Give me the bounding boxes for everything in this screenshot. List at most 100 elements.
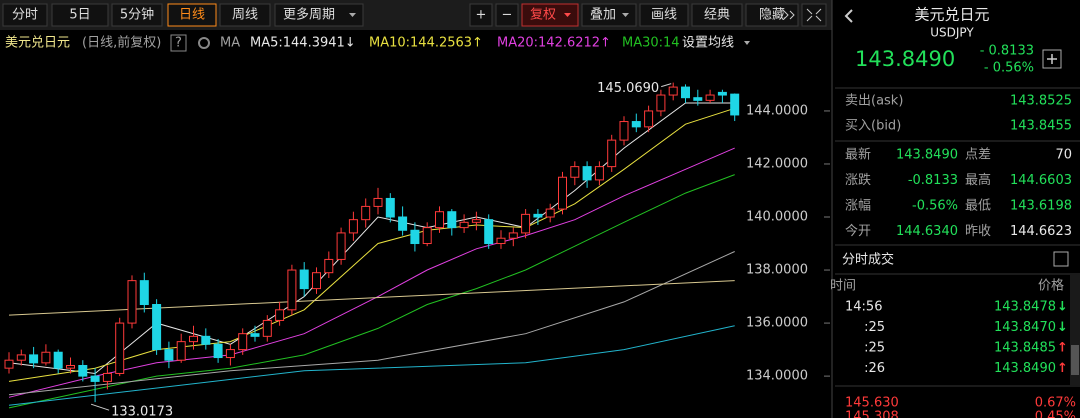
candle-body [619, 121, 629, 141]
toolbar-button[interactable] [581, 3, 637, 27]
toolbar-label[interactable]: 分时 [12, 8, 38, 23]
y-tick-label: 136.0000 [746, 316, 808, 331]
ma-line [8, 325, 735, 406]
toolbar-label[interactable]: 5分钟 [120, 7, 154, 23]
candle-body [717, 91, 727, 96]
toolbar-label[interactable]: 叠加 [590, 8, 616, 23]
trade-time: :25 [864, 320, 885, 335]
toolbar-label[interactable]: 隐藏 [759, 8, 785, 23]
trade-price: 143.8478 [994, 300, 1056, 315]
candle-body [299, 269, 309, 290]
toolbar-label[interactable]: 5日 [69, 8, 90, 23]
candle-body [373, 197, 383, 207]
toolbar-label[interactable]: − [502, 8, 513, 23]
toolbar-label[interactable]: 画线 [651, 8, 677, 23]
row-value: -0.56% [912, 199, 958, 214]
toolbar-button[interactable] [2, 3, 48, 27]
more-icon [783, 10, 795, 20]
y-tick-label: 134.0000 [746, 369, 808, 384]
toolbar-button[interactable] [167, 3, 217, 27]
candle-body [225, 349, 235, 359]
quote-change: - 0.8133 [980, 44, 1034, 59]
candle-body [533, 213, 543, 218]
help-box[interactable] [170, 34, 187, 52]
plot: 144.0000 142.0000 140.0000 138.0000 136.0000… [4, 81, 830, 418]
candle-body [78, 364, 88, 377]
trades-icon[interactable] [1053, 251, 1069, 267]
ma10-label: MA10:144.2563↑ [369, 36, 483, 51]
bottom-price: 145.630 [845, 396, 899, 411]
scroll-thumb[interactable] [1071, 345, 1079, 375]
candle-body [238, 333, 248, 351]
ma30-label: MA30:14 [622, 36, 680, 51]
annotation-arrow [90, 403, 110, 411]
candle-body [582, 166, 592, 181]
row-label: 最低 [965, 199, 991, 214]
trade-price: 143.8490 [994, 361, 1056, 376]
candle-body [201, 335, 211, 345]
toolbar-button[interactable] [469, 3, 493, 27]
trade-direction: ↓ [1057, 320, 1068, 335]
candle-body [336, 232, 346, 260]
price-header: 价格 [1038, 278, 1064, 294]
toolbar-button[interactable] [801, 3, 827, 27]
ma-settings[interactable]: 设置均线 [682, 36, 734, 51]
candle-body [348, 219, 358, 234]
gear-icon[interactable] [198, 37, 210, 49]
expand-icon [806, 8, 822, 22]
toolbar-button[interactable] [111, 3, 163, 27]
candle-body [570, 166, 580, 178]
candle-body [447, 211, 457, 229]
toolbar-button[interactable] [51, 3, 109, 27]
quote-pct: - 0.56% [984, 61, 1034, 76]
toolbar-buttons: 分时 5日 5分钟 日线 周线 更多周期 + − 复权 叠加 画线 经典 隐藏 [2, 3, 827, 27]
quote-code: USDJPY [930, 26, 974, 40]
row-label: 涨跌 [845, 172, 871, 188]
toolbar-label[interactable]: 周线 [232, 8, 258, 23]
candle-body [275, 309, 285, 321]
help[interactable]: ? [175, 36, 182, 51]
toolbar-button[interactable] [639, 3, 689, 27]
ma5-label: MA5:144.3941↓ [250, 36, 356, 51]
row-value: 70 [1055, 148, 1072, 163]
trade-direction: ↑ [1057, 361, 1068, 376]
bottom-pct: 0.45% [1035, 410, 1076, 418]
row-label: 今开 [845, 223, 871, 239]
toolbar-label[interactable]: + [476, 8, 487, 23]
y-tick-label: 144.0000 [746, 103, 808, 118]
annotation: 145.0690 [597, 81, 659, 96]
candle-body [668, 86, 678, 96]
bottom-pct: 0.67% [1035, 396, 1076, 411]
toolbar-label[interactable]: 日线 [179, 8, 205, 23]
candle-body [213, 343, 223, 359]
candle-body [312, 272, 321, 290]
add-button[interactable] [1042, 49, 1062, 69]
trade-direction: ↓ [1057, 300, 1068, 315]
candle-body [422, 227, 432, 245]
toolbar-button[interactable] [521, 3, 579, 27]
scrollbar[interactable] [1070, 275, 1080, 385]
bid-value: 143.8455 [1010, 119, 1072, 134]
toolbar-label[interactable]: 经典 [704, 8, 730, 23]
toolbar-button[interactable] [274, 3, 364, 27]
toolbar-button[interactable] [691, 3, 743, 27]
candle-body [176, 341, 186, 361]
back-icon[interactable] [844, 9, 853, 23]
toolbar-button[interactable] [495, 3, 519, 27]
candle-body [558, 176, 567, 210]
trade-price: 143.8470 [994, 320, 1056, 335]
quote-rows: 最新 143.8490 点差 70 涨跌 -0.8133 最高 144.6603 涨幅 -0.56… [845, 147, 1072, 240]
toolbar-button[interactable] [219, 3, 271, 27]
candle-body [398, 216, 408, 231]
toolbar-button[interactable] [745, 3, 799, 27]
candle-body [681, 86, 690, 99]
dropdown-arrow [744, 41, 750, 45]
toolbar-label[interactable]: 更多周期 [283, 7, 335, 23]
candle-body [53, 351, 63, 369]
legend-title: 美元兑日元 [5, 36, 70, 51]
y-tick-label: 140.0000 [746, 210, 808, 225]
candle-body [66, 364, 75, 369]
row-value: 144.6340 [896, 224, 958, 239]
toolbar-label[interactable]: 复权 [530, 7, 556, 23]
ma-label: MA [220, 36, 240, 51]
